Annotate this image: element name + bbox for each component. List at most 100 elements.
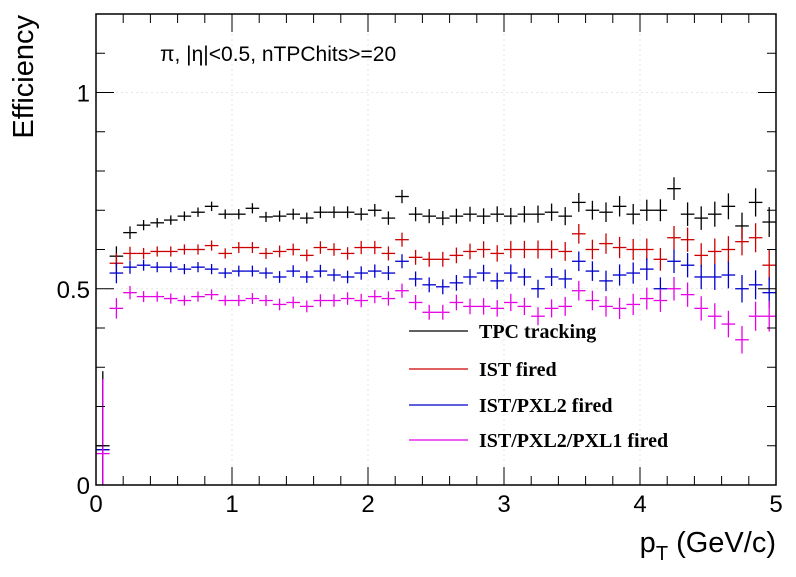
data-point (164, 215, 178, 225)
data-point (599, 296, 613, 317)
data-point (640, 238, 654, 261)
legend-label: IST/PXL2/PXL1 fired (479, 430, 668, 452)
data-point (694, 264, 708, 290)
data-point (259, 247, 273, 259)
data-point (504, 240, 518, 259)
data-point (177, 295, 192, 306)
data-point (191, 207, 205, 217)
data-point (136, 291, 151, 303)
data-point (531, 240, 545, 259)
data-point (680, 227, 695, 252)
data-point (667, 177, 681, 201)
data-point (667, 276, 681, 301)
data-point (408, 271, 423, 287)
data-point (517, 297, 532, 316)
data-point (368, 264, 382, 278)
data-point (150, 291, 164, 302)
series-ist-pxl2-fired (96, 249, 776, 485)
data-point (191, 262, 205, 273)
data-point (585, 290, 600, 311)
legend: TPC tracking IST fired IST/PXL2 fired IST/P… (409, 321, 668, 452)
x-axis-label-subscript: T (656, 543, 668, 565)
data-point (680, 282, 695, 307)
data-point (463, 269, 477, 285)
data-point (232, 242, 246, 254)
data-point (408, 207, 423, 222)
data-point (395, 283, 409, 298)
data-point (504, 264, 518, 282)
x-tick-label: 3 (497, 491, 510, 518)
data-point (109, 298, 124, 319)
data-point (762, 249, 776, 281)
data-point (191, 244, 205, 255)
data-point (463, 298, 477, 315)
data-point (721, 193, 736, 220)
y-tick-label: 1 (77, 81, 90, 108)
data-point (517, 268, 532, 286)
data-point (612, 297, 627, 319)
data-point (123, 260, 137, 274)
data-point (136, 220, 151, 231)
x-axis-label: pT (GeV/c) (640, 527, 776, 565)
data-point (204, 240, 219, 251)
data-point (354, 266, 368, 280)
data-point (599, 233, 613, 254)
data-point (544, 203, 559, 221)
x-axis-label-main: p (640, 527, 656, 559)
data-point (381, 265, 396, 281)
data-point (136, 259, 151, 271)
data-point (286, 265, 300, 277)
legend-label: IST fired (479, 359, 557, 381)
data-point (136, 247, 151, 259)
data-point (436, 304, 450, 320)
data-point (218, 295, 232, 306)
data-point (572, 280, 586, 301)
data-point (680, 202, 695, 226)
data-point (531, 205, 545, 223)
data-point (422, 209, 436, 224)
x-tick-label: 2 (361, 491, 374, 518)
data-point (327, 268, 341, 282)
data-point (123, 246, 137, 261)
data-point (748, 301, 763, 331)
data-point (340, 270, 355, 284)
data-point (218, 248, 232, 259)
data-point (259, 211, 273, 223)
data-point (626, 262, 640, 284)
data-point (300, 300, 314, 313)
data-point (164, 293, 178, 304)
data-point (504, 293, 518, 312)
data-point (164, 262, 178, 273)
data-point (368, 289, 382, 304)
data-point (354, 240, 368, 255)
axis-ticks: 0 1 2 3 4 5 0 0.5 1 (57, 13, 783, 518)
data-point (245, 265, 260, 277)
data-point (612, 236, 627, 259)
data-point (708, 238, 722, 265)
data-point (204, 201, 219, 212)
data-point (653, 289, 668, 312)
data-point (259, 295, 273, 307)
legend-label: IST/PXL2 fired (479, 395, 613, 417)
data-point (531, 279, 545, 298)
data-point (572, 192, 586, 212)
x-tick-label: 1 (225, 491, 238, 518)
data-point (667, 225, 681, 250)
data-point (109, 262, 124, 284)
data-point (748, 188, 763, 217)
data-point (517, 240, 532, 259)
data-point (436, 211, 450, 226)
data-point (721, 310, 736, 338)
legend-item: TPC tracking (409, 321, 596, 343)
y-tick-label: 0.5 (57, 277, 90, 304)
x-axis-label-units: (GeV/c) (668, 527, 776, 559)
data-point (735, 326, 749, 354)
data-point (748, 270, 763, 300)
data-point (368, 203, 382, 217)
data-point (572, 223, 586, 244)
data-point (449, 247, 464, 264)
data-point (544, 267, 559, 287)
data-point (599, 270, 613, 292)
data-point (272, 298, 287, 311)
data-point (300, 249, 314, 262)
